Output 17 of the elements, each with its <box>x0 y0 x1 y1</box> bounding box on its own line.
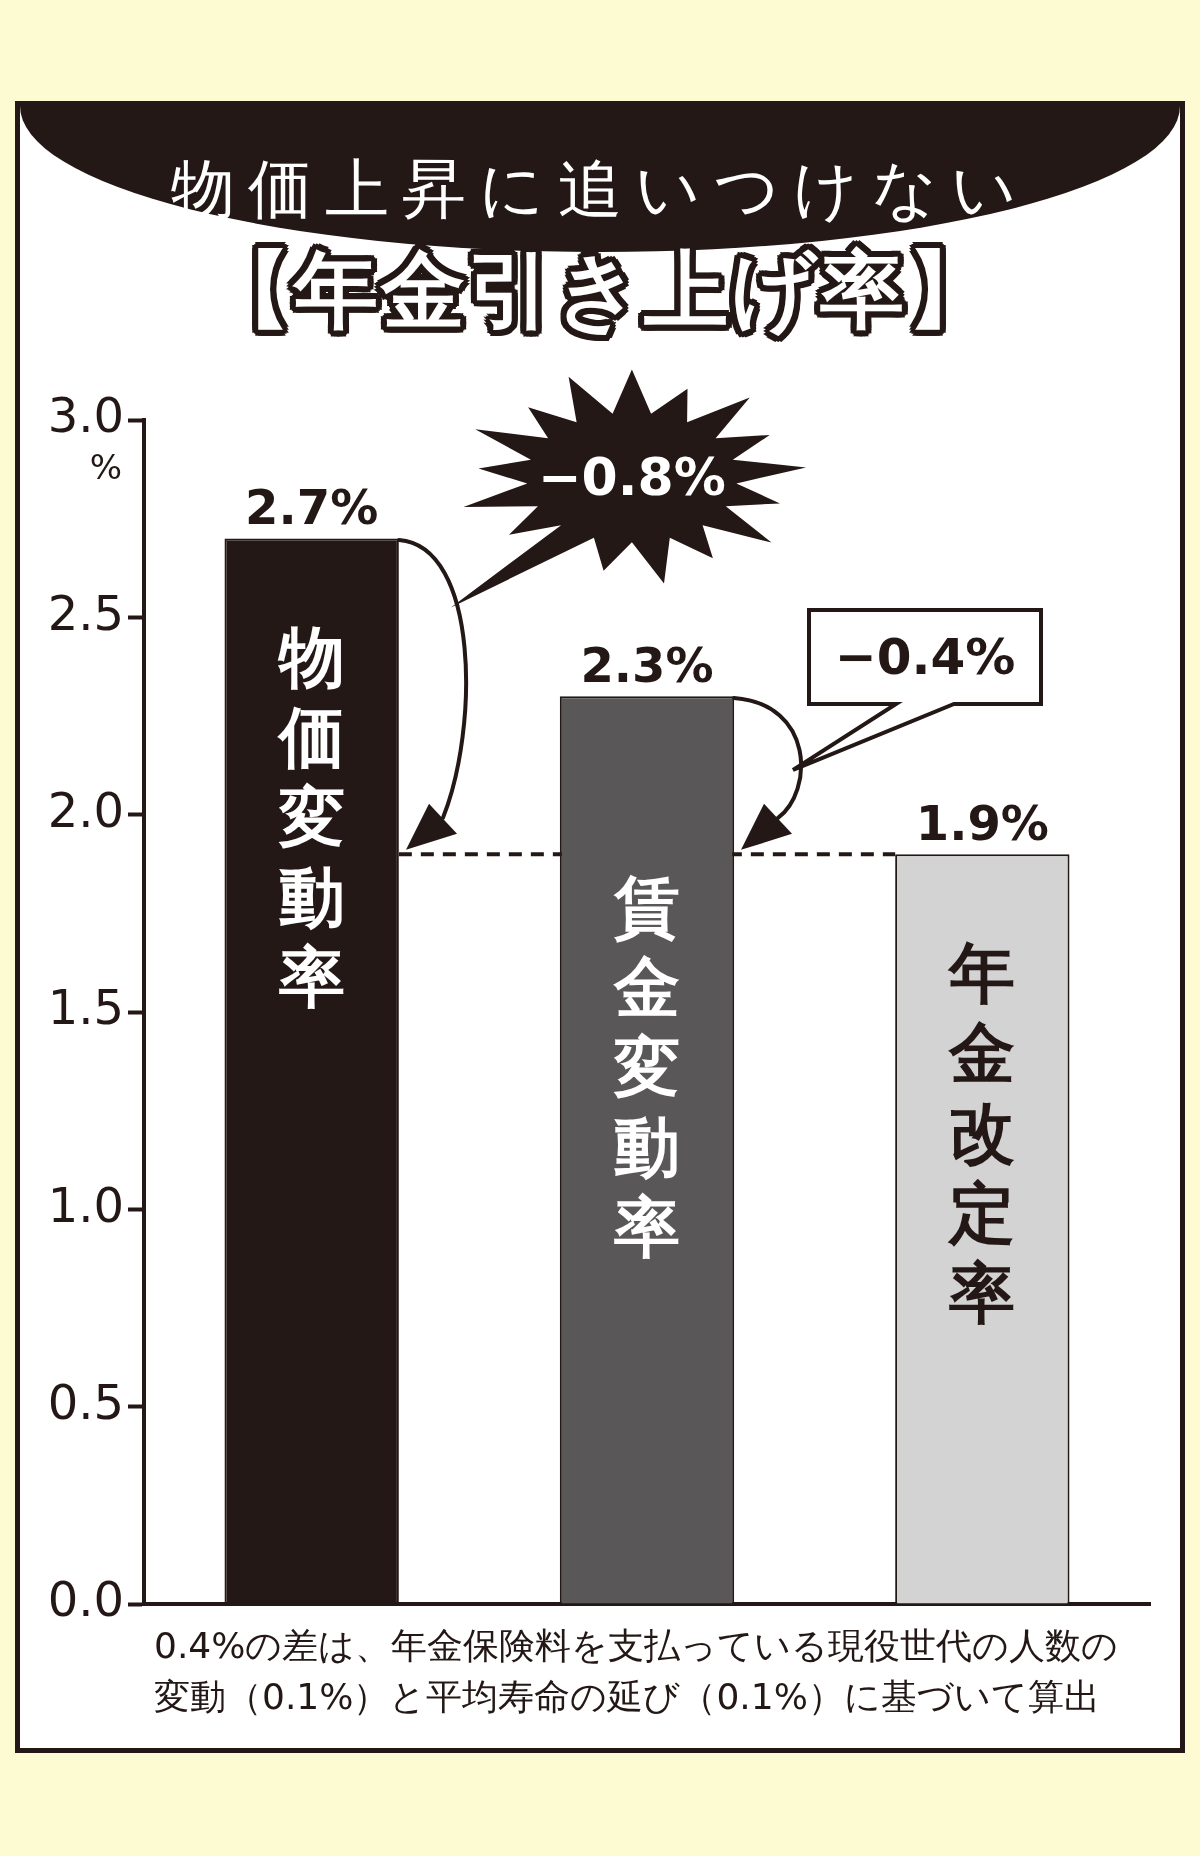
x-tick-label: 賃金変動率 <box>614 868 680 1269</box>
y-tick-label: 3.0 <box>47 387 124 444</box>
data-label: 1.9% <box>915 795 1049 852</box>
x-tick-label: 年金改定率 <box>949 934 1016 1335</box>
y-tick-label: 2.5 <box>47 584 124 641</box>
y-tick-label: 1.5 <box>47 979 124 1036</box>
y-tick-label: 0.0 <box>47 1571 124 1628</box>
y-tick-label: 1.0 <box>47 1176 124 1233</box>
annotation: −0.8% <box>537 447 726 508</box>
data-label: 2.7% <box>245 479 379 536</box>
x-tick-label: 物価変動率 <box>278 618 345 1019</box>
text: 0.4%の差は、年金保険料を支払っている現役世代の人数の変動（0.1%）と平均寿命の延び（0.1%）に基づいて算出 <box>154 1624 1119 1719</box>
y-tick-label: 2.0 <box>47 782 124 839</box>
data-label: 2.3% <box>580 637 714 694</box>
y-axis-title: % <box>89 446 122 487</box>
annotation: −0.4% <box>834 628 1016 687</box>
y-tick-label: 0.5 <box>47 1374 124 1431</box>
